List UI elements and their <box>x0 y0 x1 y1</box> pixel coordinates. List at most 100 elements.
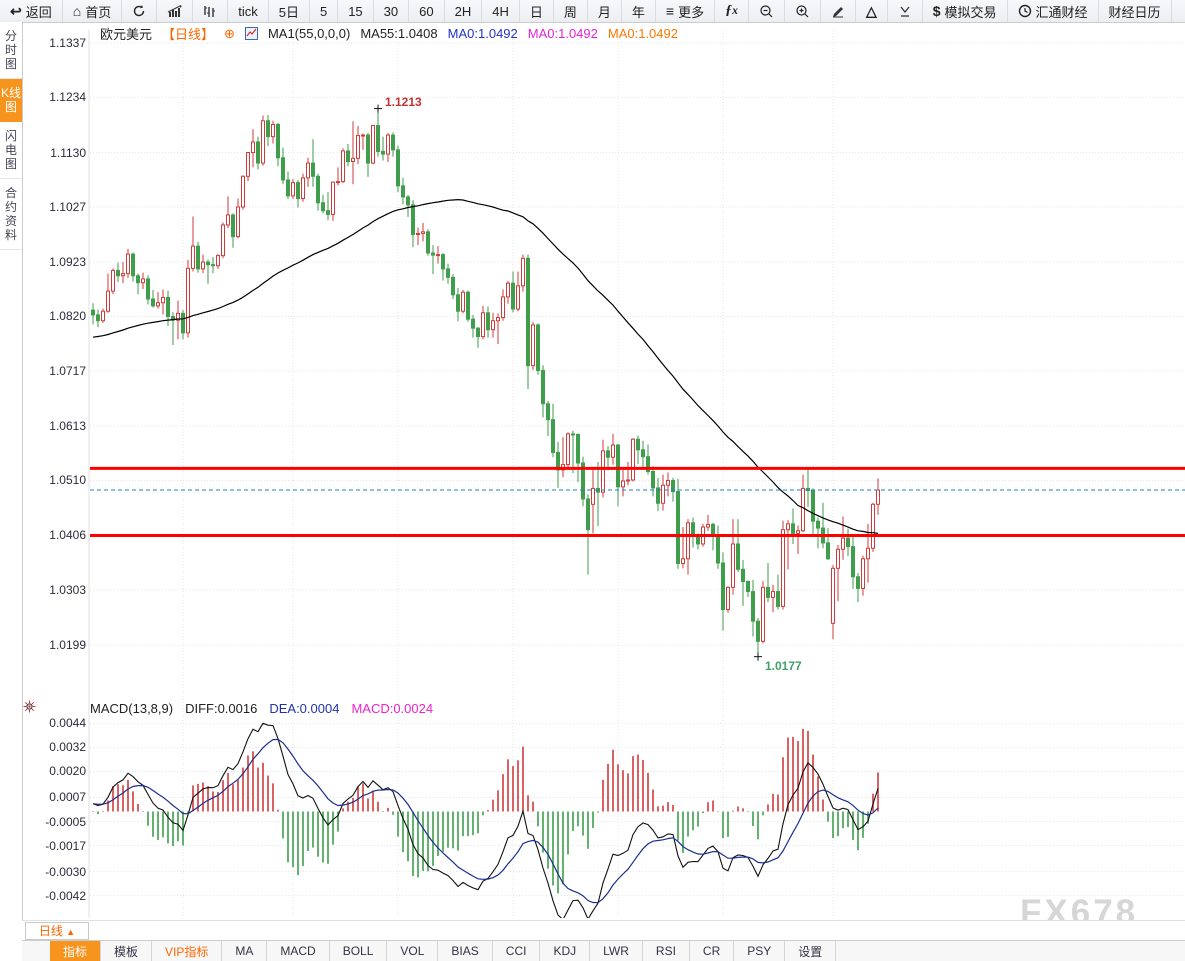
sidebar-item-闪电图[interactable]: 闪电图 <box>0 122 22 179</box>
chart-type-sidebar: 分时图 K线图 闪电图 合约资料 <box>0 22 23 951</box>
toolbar-line-chart[interactable] <box>157 0 194 22</box>
ma0-value-orange: MA0:1.0492 <box>607 26 678 41</box>
toolbar-period-year[interactable]: 年 <box>622 0 656 22</box>
toolbar-collapse[interactable] <box>888 0 923 22</box>
toolbar-more[interactable]: ≡ 更多 <box>656 0 716 22</box>
tab-指标[interactable]: 指标 <box>50 941 102 961</box>
tab-BOLL[interactable]: BOLL <box>330 941 388 961</box>
triangle-icon: △ <box>865 2 877 19</box>
macd-bar-value: MACD:0.0024 <box>351 701 434 716</box>
toolbar-label: 2H <box>454 3 472 19</box>
period-label: 【日线】 <box>162 27 215 42</box>
pencil-icon <box>831 4 845 18</box>
toolbar-period-month[interactable]: 月 <box>588 0 622 22</box>
toolbar-period-5d[interactable]: 5日 <box>269 0 310 22</box>
fx-icon: ƒx <box>725 3 738 18</box>
sidebar-item-分时图[interactable]: 分时图 <box>0 22 22 79</box>
macd-dea-value: DEA:0.0004 <box>269 701 340 716</box>
tab-MACD[interactable]: MACD <box>267 941 330 961</box>
refresh-icon <box>132 4 146 18</box>
zoom-in-icon <box>795 4 810 19</box>
toolbar-label: 15 <box>348 3 363 19</box>
toolbar-label: 财经日历 <box>1108 4 1161 20</box>
toolbar-ohlc[interactable] <box>193 0 229 22</box>
tab-LWR[interactable]: LWR <box>590 941 643 961</box>
time-axis-row <box>22 920 1185 941</box>
tab-KDJ[interactable]: KDJ <box>540 941 591 961</box>
toolbar-label: 4H <box>492 3 509 19</box>
macd-title: MACD(13,8,9) <box>90 701 174 716</box>
period-selector[interactable]: 日线 ▲ <box>25 922 89 940</box>
toolbar-tick[interactable]: tick <box>228 0 269 22</box>
toolbar-label: 年 <box>631 4 645 20</box>
toolbar-label: 30 <box>383 3 399 19</box>
toolbar-label: 更多 <box>678 4 705 20</box>
period-selector-label: 日线 <box>38 924 63 938</box>
macd-header: MACD(13,8,9) DIFF:0.0016 DEA:0.0004 MACD… <box>90 701 433 716</box>
tab-设置[interactable]: 设置 <box>785 941 837 961</box>
toolbar-label: 5 <box>319 3 328 19</box>
zoom-out-icon <box>759 4 774 19</box>
toolbar-label: 60 <box>419 3 434 19</box>
ohlc-icon <box>203 5 217 18</box>
tab-VIP指标[interactable]: VIP指标 <box>152 941 223 961</box>
tab-VOL[interactable]: VOL <box>387 941 439 961</box>
ma1-settings: MA1(55,0,0,0) <box>267 26 351 41</box>
ma0-value-blue: MA0:1.0492 <box>447 26 518 41</box>
tab-RSI[interactable]: RSI <box>643 941 690 961</box>
toolbar-zoom-out[interactable] <box>749 0 785 22</box>
add-indicator-icon[interactable]: ⊕ <box>224 25 235 41</box>
tab-CR[interactable]: CR <box>690 941 735 961</box>
tab-BIAS[interactable]: BIAS <box>438 941 493 961</box>
tab-模板[interactable]: 模板 <box>101 941 153 961</box>
toolbar-draw[interactable] <box>821 0 856 22</box>
toolbar-period-4h[interactable]: 4H <box>482 0 520 22</box>
high-price-annotation: 1.1213 <box>385 94 422 109</box>
chart-header: 欧元美元 【日线】 ⊕ MA1(55,0,0,0) MA55:1.0408 MA… <box>100 24 678 43</box>
line-chart-icon <box>167 4 183 18</box>
toolbar-formula[interactable]: ƒx <box>715 0 749 22</box>
toolbar-period-day[interactable]: 日 <box>520 0 554 22</box>
tab-MA[interactable]: MA <box>222 941 268 961</box>
macd-diff-value: DIFF:0.0016 <box>185 701 258 716</box>
toolbar-home[interactable]: ⌂ 首页 <box>63 0 123 22</box>
sidebar-item-K线图[interactable]: K线图 <box>0 79 22 122</box>
toolbar-period-week[interactable]: 周 <box>554 0 588 22</box>
chevron-down-icon <box>898 4 912 18</box>
toolbar-label: 月 <box>597 4 611 20</box>
toolbar-label: 返回 <box>25 4 52 20</box>
tab-CCI[interactable]: CCI <box>493 941 541 961</box>
toolbar-refresh[interactable] <box>122 0 158 22</box>
mini-chart-icon[interactable] <box>244 27 258 40</box>
period-selector-arrow-icon: ▲ <box>66 927 76 937</box>
clock-icon <box>1018 4 1032 18</box>
ma0-value-magenta: MA0:1.0492 <box>527 26 598 41</box>
toolbar-label: 汇通财经 <box>1035 4 1088 20</box>
toolbar-period-30[interactable]: 30 <box>374 0 410 22</box>
dollar-icon: $ <box>932 3 941 19</box>
toolbar-period-5[interactable]: 5 <box>310 0 339 22</box>
low-price-annotation: 1.0177 <box>765 658 802 673</box>
tab-PSY[interactable]: PSY <box>734 941 786 961</box>
symbol-name: 欧元美元 <box>100 27 153 42</box>
back-icon: ↩ <box>10 2 22 19</box>
indicator-settings-icon[interactable] <box>23 700 36 718</box>
toolbar-sim-trade[interactable]: $ 模拟交易 <box>923 0 1008 22</box>
sidebar-item-合约资料[interactable]: 合约资料 <box>0 179 22 250</box>
toolbar-label: 5日 <box>278 4 299 20</box>
ma55-value: MA55:1.0408 <box>360 26 438 41</box>
toolbar-label: tick <box>238 3 258 19</box>
toolbar-period-15[interactable]: 15 <box>338 0 374 22</box>
toolbar-label: 首页 <box>85 4 112 20</box>
toolbar-period-2h[interactable]: 2H <box>445 0 483 22</box>
home-icon: ⌂ <box>72 3 82 19</box>
toolbar-huitong-news[interactable]: 汇通财经 <box>1008 0 1099 22</box>
toolbar-label: 周 <box>563 4 577 20</box>
toolbar-label: 日 <box>529 4 543 20</box>
toolbar-zoom-in[interactable] <box>785 0 821 22</box>
toolbar-triangle-tool[interactable]: △ <box>856 0 888 22</box>
toolbar-back[interactable]: ↩ 返回 <box>0 0 63 22</box>
toolbar-period-60[interactable]: 60 <box>409 0 445 22</box>
toolbar-calendar[interactable]: 财经日历 <box>1099 0 1172 22</box>
